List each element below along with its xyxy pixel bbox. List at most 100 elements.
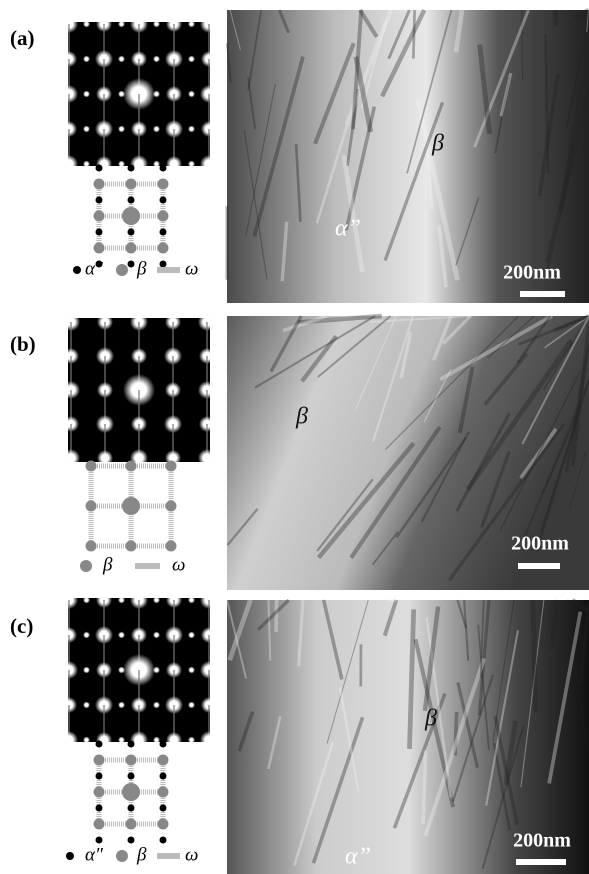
legend-label: ω: [172, 554, 185, 575]
diffraction-spot: [118, 597, 125, 604]
beta-spot: [86, 461, 97, 472]
beta-spot: [122, 497, 140, 515]
alpha-spot: [96, 197, 103, 204]
diffraction-spot: [188, 597, 195, 604]
diffraction-spot: [153, 21, 160, 28]
alpha-spot: [160, 741, 167, 748]
diffraction-spot: [83, 161, 90, 168]
beta-spot: [86, 501, 97, 512]
diffraction-spot: [153, 737, 160, 744]
diffraction-spot: [200, 155, 218, 173]
diffraction-spot: [198, 449, 216, 467]
beta-spot: [122, 207, 140, 225]
legend-label: α″: [85, 844, 104, 865]
legend-label: β: [136, 844, 147, 865]
alpha-spot: [160, 805, 167, 812]
beta-spot: [126, 461, 137, 472]
beta-spot: [166, 541, 177, 552]
image-annotation: α”: [335, 216, 361, 242]
alpha-spot: [160, 261, 167, 268]
tem-texture: [423, 751, 425, 825]
beta-spot: [158, 243, 169, 254]
alpha-spot: [96, 165, 103, 172]
beta-spot: [94, 787, 105, 798]
image-annotation: β: [295, 404, 308, 430]
diffraction-spot: [118, 702, 125, 709]
legend-label: ω: [185, 844, 198, 865]
beta-spot: [126, 541, 137, 552]
legend-marker: [157, 853, 180, 859]
diffraction-spot: [83, 737, 90, 744]
legend-marker: [73, 266, 81, 274]
diffraction-spot: [153, 126, 160, 133]
legend-label: α″: [85, 258, 104, 279]
tem-texture: [522, 10, 523, 81]
beta-spot: [158, 211, 169, 222]
beta-spot: [158, 755, 169, 766]
diffraction-spot: [188, 161, 195, 168]
legend-label: β: [136, 258, 147, 279]
diffraction-spot: [153, 702, 160, 709]
beta-spot: [94, 179, 105, 190]
diffraction-spot: [83, 597, 90, 604]
diffraction-spot: [118, 21, 125, 28]
alpha-spot: [160, 837, 167, 844]
diffraction-spot: [60, 731, 78, 749]
diffraction-spot: [60, 155, 78, 173]
alpha-spot: [96, 837, 103, 844]
diffraction-spot: [83, 667, 90, 674]
tem-texture: [555, 10, 556, 26]
diffraction-spot: [83, 21, 90, 28]
beta-spot: [94, 755, 105, 766]
legend-marker: [80, 560, 92, 572]
beta-spot: [94, 211, 105, 222]
scale-bar: [516, 859, 566, 865]
alpha-spot: [128, 165, 135, 172]
diffraction-spot: [153, 91, 160, 98]
alpha-spot: [96, 805, 103, 812]
diffraction-spot: [118, 126, 125, 133]
scale-bar-label: 200nm: [503, 262, 561, 284]
legend-marker: [157, 267, 180, 273]
legend-marker: [66, 852, 74, 860]
diffraction-spot: [83, 56, 90, 63]
diffraction-spot: [188, 91, 195, 98]
alpha-spot: [96, 773, 103, 780]
beta-spot: [126, 819, 137, 830]
panel: (b)βωβ200nm: [10, 313, 589, 590]
diffraction-spot: [62, 449, 80, 467]
diffraction-spot: [200, 731, 218, 749]
diffraction-spot: [166, 732, 182, 748]
beta-spot: [126, 179, 137, 190]
diffraction-spot: [118, 632, 125, 639]
diffraction-spot: [153, 632, 160, 639]
beta-spot: [166, 461, 177, 472]
tem-image: [227, 10, 589, 303]
diffraction-spot: [153, 56, 160, 63]
alpha-spot: [128, 229, 135, 236]
diffraction-spot: [153, 161, 160, 168]
alpha-spot: [128, 773, 135, 780]
tem-texture: [533, 600, 536, 712]
alpha-spot: [128, 741, 135, 748]
alpha-spot: [128, 197, 135, 204]
scale-bar: [520, 291, 565, 297]
panel-label: (b): [10, 332, 36, 356]
diffraction-spot: [153, 597, 160, 604]
scale-bar-label: 200nm: [513, 830, 571, 852]
legend-label: β: [102, 554, 113, 575]
diffraction-spot: [188, 126, 195, 133]
beta-spot: [126, 755, 137, 766]
alpha-spot: [160, 197, 167, 204]
diffraction-spot: [83, 91, 90, 98]
alpha-spot: [160, 773, 167, 780]
image-annotation: β: [431, 131, 444, 157]
diffraction-spot: [188, 702, 195, 709]
panel: (a)α″βωβα”200nm: [10, 10, 589, 303]
alpha-spot: [128, 837, 135, 844]
diffraction-spot: [188, 56, 195, 63]
beta-spot: [158, 179, 169, 190]
diffraction-spot: [166, 156, 182, 172]
beta-spot: [158, 787, 169, 798]
